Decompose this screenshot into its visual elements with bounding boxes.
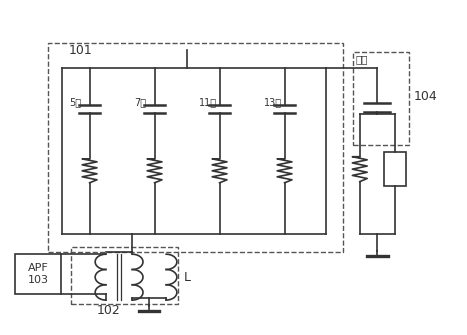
Text: 7次: 7次 — [134, 97, 146, 107]
Text: 101: 101 — [69, 44, 92, 57]
Text: 104: 104 — [414, 89, 438, 103]
Text: 11次: 11次 — [198, 97, 217, 107]
Text: 13次: 13次 — [264, 97, 282, 107]
FancyBboxPatch shape — [15, 254, 61, 294]
Text: L: L — [184, 271, 191, 284]
Text: APF
103: APF 103 — [28, 263, 49, 285]
Text: 高通: 高通 — [355, 54, 368, 64]
Text: 5次: 5次 — [69, 97, 81, 107]
Text: 102: 102 — [96, 304, 120, 317]
